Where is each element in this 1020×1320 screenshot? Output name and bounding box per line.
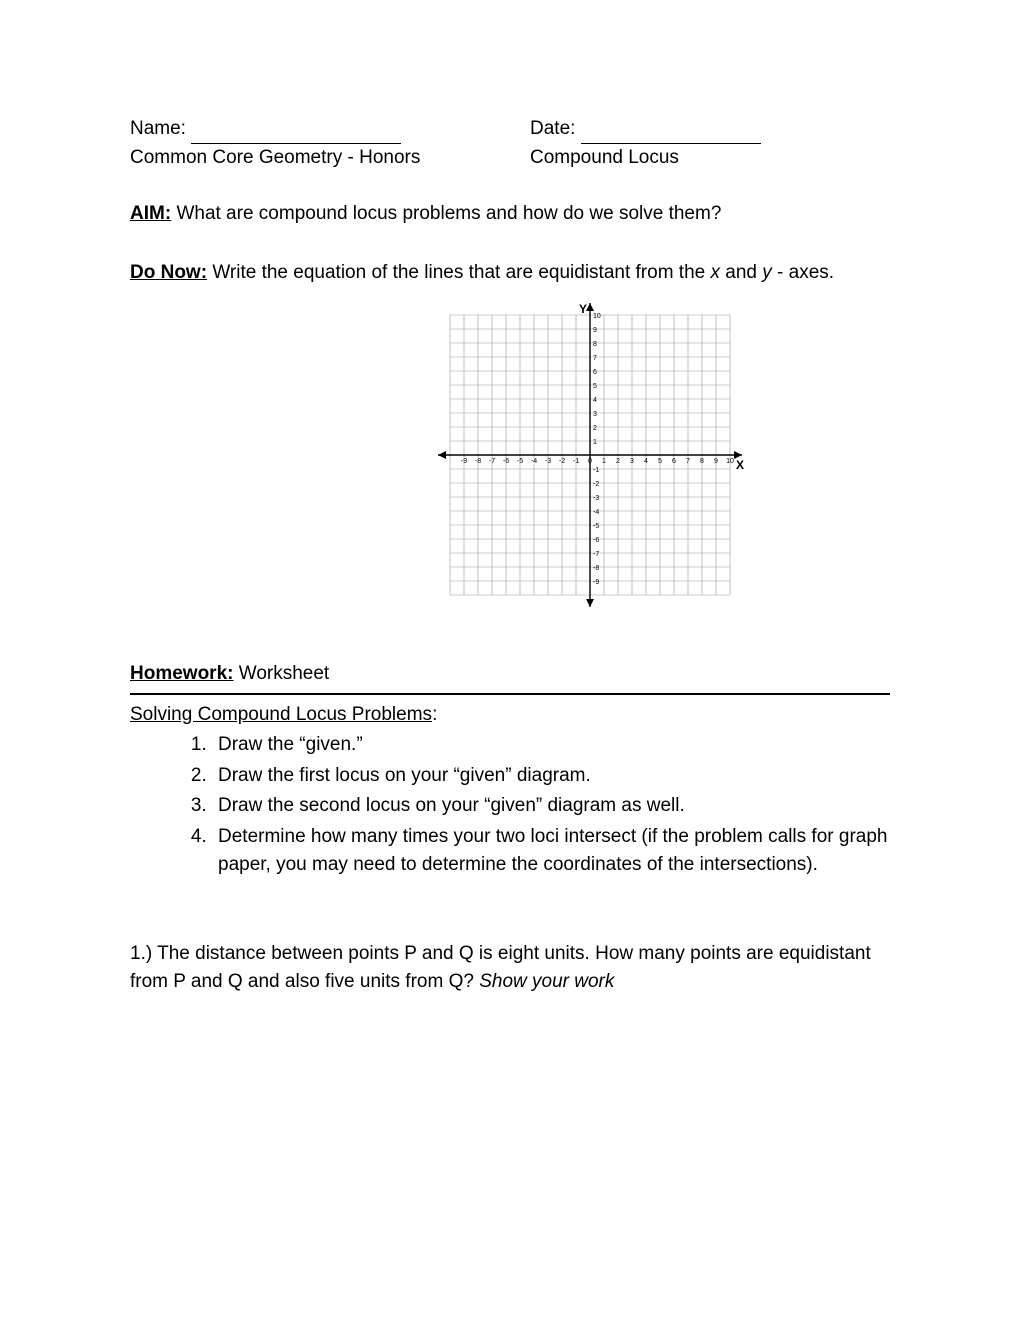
svg-text:9: 9 bbox=[714, 458, 718, 465]
svg-text:4: 4 bbox=[593, 397, 597, 404]
divider-line bbox=[130, 693, 890, 695]
svg-text:6: 6 bbox=[672, 458, 676, 465]
svg-text:-5: -5 bbox=[517, 458, 523, 465]
svg-text:1: 1 bbox=[593, 439, 597, 446]
topic-name: Compound Locus bbox=[530, 144, 890, 173]
course-name: Common Core Geometry - Honors bbox=[130, 144, 530, 173]
coordinate-grid: -9-8-7-6-5-4-3-2-10123456789101234567891… bbox=[430, 295, 750, 615]
svg-text:0: 0 bbox=[588, 458, 592, 465]
svg-text:-2: -2 bbox=[593, 481, 599, 488]
coordinate-grid-container: -9-8-7-6-5-4-3-2-10123456789101234567891… bbox=[430, 295, 750, 620]
solving-title: Solving Compound Locus Problems bbox=[130, 704, 432, 725]
svg-text:9: 9 bbox=[593, 327, 597, 334]
homework-text: Worksheet bbox=[239, 663, 329, 684]
svg-text:Y: Y bbox=[579, 302, 587, 316]
date-label: Date: bbox=[530, 118, 575, 139]
svg-text:-7: -7 bbox=[489, 458, 495, 465]
svg-text:4: 4 bbox=[644, 458, 648, 465]
q1-instruction: Show your work bbox=[479, 971, 614, 992]
svg-text:-6: -6 bbox=[503, 458, 509, 465]
header-row-1: Name: Date: bbox=[130, 115, 890, 144]
do-now-section: Do Now: Write the equation of the lines … bbox=[130, 259, 890, 288]
svg-text:-3: -3 bbox=[545, 458, 551, 465]
svg-text:5: 5 bbox=[658, 458, 662, 465]
svg-text:-8: -8 bbox=[593, 565, 599, 572]
svg-text:-1: -1 bbox=[573, 458, 579, 465]
aim-text-content: What are compound locus problems and how… bbox=[176, 203, 721, 224]
svg-text:8: 8 bbox=[700, 458, 704, 465]
step-1: Draw the “given.” bbox=[212, 731, 890, 760]
date-field: Date: bbox=[530, 115, 890, 144]
worksheet-page: Name: Date: Common Core Geometry - Honor… bbox=[0, 0, 1020, 1320]
do-now-var-y: y bbox=[762, 262, 772, 283]
svg-text:3: 3 bbox=[630, 458, 634, 465]
svg-text:7: 7 bbox=[686, 458, 690, 465]
aim-section: AIM: What are compound locus problems an… bbox=[130, 200, 890, 229]
do-now-text-3: - axes. bbox=[772, 262, 834, 283]
solving-section: Solving Compound Locus Problems: Draw th… bbox=[130, 701, 890, 880]
svg-text:-3: -3 bbox=[593, 495, 599, 502]
header-row-2: Common Core Geometry - Honors Compound L… bbox=[130, 144, 890, 173]
svg-text:-1: -1 bbox=[593, 467, 599, 474]
svg-text:-9: -9 bbox=[461, 458, 467, 465]
name-field: Name: bbox=[130, 115, 530, 144]
svg-text:5: 5 bbox=[593, 383, 597, 390]
svg-text:1: 1 bbox=[602, 458, 606, 465]
aim-label: AIM: bbox=[130, 203, 171, 224]
do-now-text-2: and bbox=[720, 262, 762, 283]
question-1: 1.) The distance between points P and Q … bbox=[130, 940, 890, 997]
svg-text:-8: -8 bbox=[475, 458, 481, 465]
q1-number: 1.) bbox=[130, 943, 152, 964]
svg-text:10: 10 bbox=[593, 313, 601, 320]
svg-text:-7: -7 bbox=[593, 551, 599, 558]
step-3: Draw the second locus on your “given” di… bbox=[212, 792, 890, 821]
name-label: Name: bbox=[130, 118, 186, 139]
svg-text:-9: -9 bbox=[593, 579, 599, 586]
svg-text:-4: -4 bbox=[531, 458, 537, 465]
svg-text:-4: -4 bbox=[593, 509, 599, 516]
svg-text:X: X bbox=[736, 458, 744, 472]
svg-text:3: 3 bbox=[593, 411, 597, 418]
svg-text:8: 8 bbox=[593, 341, 597, 348]
homework-section: Homework: Worksheet bbox=[130, 660, 890, 689]
solving-steps-list: Draw the “given.” Draw the first locus o… bbox=[130, 731, 890, 880]
solving-colon: : bbox=[432, 704, 437, 725]
homework-label: Homework: bbox=[130, 663, 233, 684]
svg-text:2: 2 bbox=[616, 458, 620, 465]
do-now-label: Do Now: bbox=[130, 262, 207, 283]
step-4: Determine how many times your two loci i… bbox=[212, 823, 890, 880]
svg-text:-5: -5 bbox=[593, 523, 599, 530]
svg-text:-2: -2 bbox=[559, 458, 565, 465]
svg-text:6: 6 bbox=[593, 369, 597, 376]
svg-text:7: 7 bbox=[593, 355, 597, 362]
do-now-var-x: x bbox=[711, 262, 721, 283]
do-now-text-1: Write the equation of the lines that are… bbox=[212, 262, 710, 283]
step-2: Draw the first locus on your “given” dia… bbox=[212, 762, 890, 791]
svg-text:-6: -6 bbox=[593, 537, 599, 544]
svg-text:2: 2 bbox=[593, 425, 597, 432]
svg-text:10: 10 bbox=[726, 458, 734, 465]
